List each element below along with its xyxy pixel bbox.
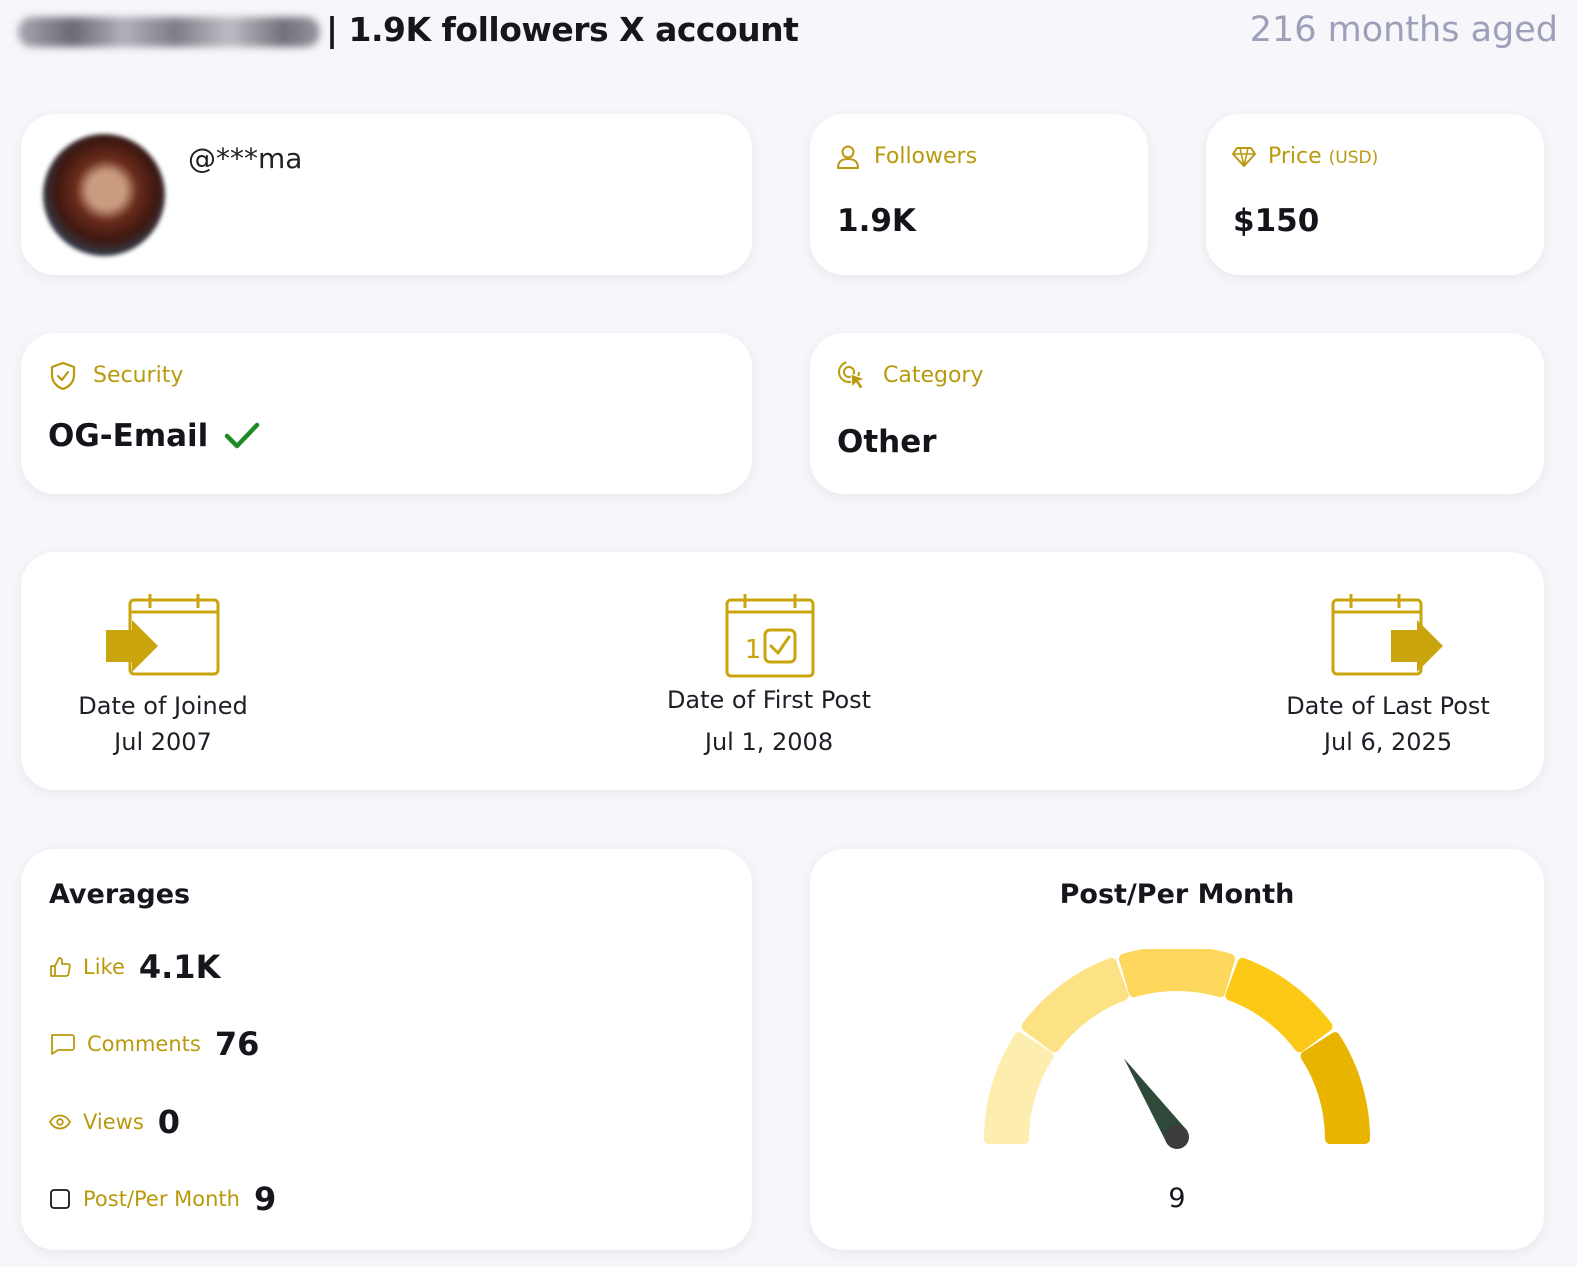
diamond-icon — [1232, 147, 1256, 167]
gauge-segment — [1118, 949, 1236, 998]
date-last-post: Date of Last Post Jul 6, 2025 — [1258, 692, 1518, 756]
average-views-label: Views — [83, 1110, 144, 1134]
date-last-post-value: Jul 6, 2025 — [1323, 728, 1453, 756]
price-unit: (USD) — [1328, 148, 1379, 168]
gauge-segment — [1225, 957, 1333, 1053]
gauge-value: 9 — [1168, 1183, 1186, 1214]
average-like-label: Like — [83, 955, 125, 979]
price-label-text: Price — [1268, 144, 1322, 169]
average-posts-value: 9 — [253, 1180, 277, 1218]
category-label: Category — [883, 363, 984, 388]
averages-title: Averages — [49, 879, 191, 910]
gauge-title: Post/Per Month — [1059, 879, 1295, 910]
date-first-post: Date of First Post Jul 1, 2008 — [639, 686, 899, 756]
date-first-post-value: Jul 1, 2008 — [704, 728, 834, 756]
avatar — [43, 134, 165, 256]
date-last-post-label: Date of Last Post — [1286, 692, 1490, 720]
comment-icon — [51, 1034, 75, 1055]
calendar-last-post-icon — [1331, 594, 1443, 676]
shield-check-icon — [50, 361, 76, 391]
date-joined: Date of Joined Jul 2007 — [43, 692, 283, 756]
average-like-row: Like 4.1K — [49, 947, 220, 987]
gauge-needle — [1123, 1058, 1187, 1144]
profile-handle: @***ma — [188, 142, 303, 175]
average-comments-row: Comments 76 — [49, 1024, 259, 1064]
checkmark-icon — [224, 422, 260, 449]
date-joined-value: Jul 2007 — [114, 728, 212, 756]
average-like-value: 4.1K — [138, 948, 221, 986]
average-views-row: Views 0 — [49, 1102, 180, 1142]
gauge-card: Post/Per Month 9 — [810, 849, 1544, 1250]
gauge-segment — [984, 1032, 1054, 1144]
average-comments-value: 76 — [214, 1025, 260, 1063]
followers-value: 1.9K — [837, 203, 916, 239]
category-cursor-icon — [838, 361, 867, 390]
dates-card: Date of Joined Jul 2007 1 Date of First … — [21, 552, 1544, 790]
gauge-needle-hub — [1165, 1125, 1189, 1149]
date-first-post-label: Date of First Post — [666, 686, 872, 714]
page-header: | 1.9K followers X account 216 months ag… — [18, 8, 1558, 54]
calendar-day-number: 1 — [745, 635, 762, 665]
gauge-segment — [1300, 1032, 1370, 1144]
security-value: OG-Email — [48, 418, 209, 454]
calendar-joined-icon — [106, 594, 220, 676]
thumbs-up-icon — [50, 957, 71, 977]
page-title: | 1.9K followers X account — [326, 10, 799, 49]
price-label: Price (USD) — [1268, 144, 1378, 169]
square-icon — [50, 1189, 70, 1209]
account-age: 216 months aged — [1249, 10, 1558, 50]
averages-card: Averages Like 4.1K Comments 76 Views 0 P… — [21, 849, 752, 1250]
gauge-segment — [1021, 957, 1129, 1053]
category-card: Category Other — [810, 333, 1544, 494]
calendar-first-post-icon: 1 — [725, 594, 815, 678]
average-views-value: 0 — [157, 1103, 181, 1141]
average-posts-row: Post/Per Month 9 — [49, 1179, 276, 1219]
profile-card: @***ma — [21, 114, 752, 275]
security-label: Security — [93, 363, 184, 388]
average-posts-label: Post/Per Month — [83, 1187, 240, 1211]
date-joined-label: Date of Joined — [78, 692, 248, 720]
average-comments-label: Comments — [87, 1032, 201, 1056]
price-value: $150 — [1233, 203, 1320, 239]
security-card: Security OG-Email — [21, 333, 752, 494]
followers-card: Followers 1.9K — [810, 114, 1148, 275]
category-value: Other — [837, 424, 937, 460]
blurred-account-name — [18, 17, 320, 47]
user-icon — [837, 145, 859, 169]
post-per-month-gauge — [984, 949, 1370, 1149]
eye-icon — [49, 1114, 71, 1130]
followers-label: Followers — [874, 144, 978, 169]
price-card: Price (USD) $150 — [1206, 114, 1544, 275]
